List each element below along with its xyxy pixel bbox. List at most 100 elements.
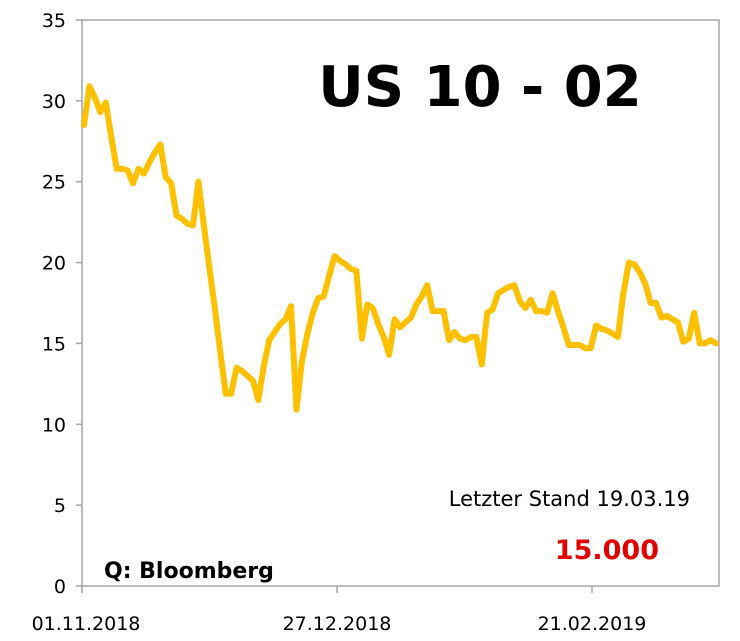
data-point	[506, 284, 512, 290]
y-tick-label: 5	[54, 495, 66, 517]
data-point	[713, 340, 719, 346]
data-point	[691, 310, 697, 316]
y-tick-label: 10	[42, 414, 66, 436]
data-point	[315, 295, 321, 301]
data-point	[697, 340, 703, 346]
data-point	[239, 368, 245, 374]
data-point	[157, 142, 163, 147]
data-point	[669, 316, 675, 322]
data-point	[234, 365, 240, 371]
data-point	[648, 300, 654, 306]
data-point	[364, 302, 370, 308]
data-point	[86, 83, 92, 89]
data-point	[522, 305, 528, 311]
x-axis: 01.11.2018 27.12.2018 21.02.2019	[32, 586, 647, 635]
data-point	[174, 213, 180, 219]
data-point	[294, 407, 299, 413]
data-point	[168, 180, 174, 186]
data-point	[348, 266, 354, 272]
data-point	[408, 315, 414, 321]
last-update-label: Letzter Stand 19.03.19	[449, 487, 690, 511]
data-point	[642, 281, 648, 287]
data-point	[708, 337, 714, 343]
source-label: Q: Bloomberg	[104, 559, 274, 584]
data-point	[81, 122, 87, 128]
data-point	[146, 159, 152, 165]
data-point	[413, 302, 419, 308]
data-point	[588, 345, 594, 351]
data-point	[141, 171, 147, 177]
data-point	[190, 222, 196, 228]
data-point	[593, 323, 599, 329]
x-tick-label: 21.02.2019	[538, 613, 647, 635]
data-point	[381, 334, 387, 340]
data-point	[686, 336, 692, 342]
data-point	[152, 150, 158, 156]
data-point	[392, 316, 398, 322]
data-point	[397, 324, 403, 330]
data-point	[659, 315, 664, 321]
data-point	[343, 261, 348, 267]
data-point	[653, 300, 659, 306]
data-point	[430, 308, 436, 314]
data-point	[533, 308, 539, 314]
data-point	[468, 334, 474, 340]
data-point	[599, 326, 605, 332]
data-point	[473, 334, 479, 340]
data-point	[136, 166, 141, 172]
data-point	[637, 269, 643, 275]
data-point	[435, 308, 441, 314]
y-axis: 0 5 10 15 20 25 30 35	[42, 10, 82, 598]
y-tick-label: 25	[42, 172, 66, 194]
data-point	[375, 321, 381, 327]
data-point	[353, 268, 359, 274]
data-point	[370, 305, 376, 311]
plot-area	[81, 19, 720, 587]
data-point	[495, 290, 501, 296]
data-points	[81, 83, 719, 413]
data-point	[92, 95, 98, 101]
data-point	[125, 167, 131, 173]
data-point	[441, 308, 447, 314]
data-point	[675, 319, 681, 325]
data-point	[332, 253, 338, 259]
data-point	[119, 166, 125, 172]
data-point	[419, 294, 425, 299]
data-point	[680, 339, 686, 345]
data-point	[620, 290, 626, 296]
data-point	[555, 308, 561, 314]
data-point	[615, 334, 621, 340]
data-point	[539, 308, 545, 314]
data-point	[223, 391, 229, 397]
data-point	[550, 290, 556, 296]
last-value-label: 15.000	[555, 535, 659, 566]
data-point	[582, 345, 588, 351]
data-point	[299, 358, 305, 364]
data-point	[217, 349, 223, 354]
x-tick-label: 01.11.2018	[32, 613, 141, 635]
data-point	[386, 352, 392, 358]
data-point	[501, 287, 506, 293]
y-tick-label: 0	[54, 576, 66, 598]
data-point	[163, 174, 169, 180]
data-point	[130, 180, 136, 186]
data-point	[255, 397, 261, 403]
data-point	[462, 337, 468, 343]
data-point	[212, 305, 218, 311]
data-point	[566, 342, 572, 348]
data-point	[244, 373, 250, 379]
data-point	[326, 273, 332, 278]
data-point	[266, 337, 272, 343]
data-point	[185, 221, 190, 227]
chart-title: US 10 - 02	[318, 55, 641, 120]
data-point	[457, 336, 463, 342]
data-point	[446, 337, 452, 343]
data-point	[277, 321, 283, 327]
data-point	[103, 100, 109, 105]
data-point	[201, 222, 207, 228]
data-point	[490, 307, 496, 312]
data-point	[571, 342, 577, 348]
data-point	[664, 313, 670, 319]
data-point	[206, 264, 212, 270]
